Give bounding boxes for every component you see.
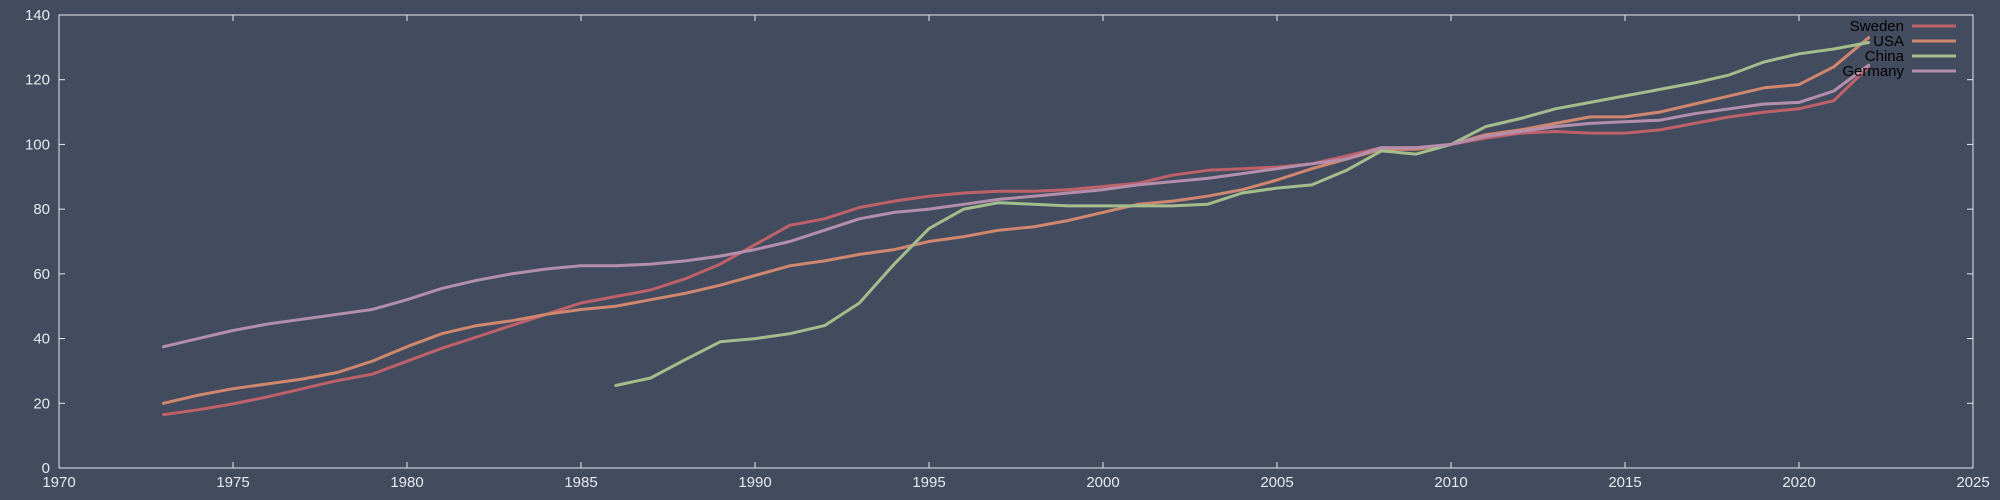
series-line-usa — [161, 36, 1871, 405]
x-tick-label: 2020 — [1782, 474, 1815, 491]
x-tick-label: 1985 — [564, 474, 597, 491]
series-line-china — [614, 41, 1871, 387]
x-tick-label: 1980 — [390, 474, 423, 491]
y-tick-label: 80 — [33, 201, 50, 218]
y-tick-label: 40 — [33, 331, 50, 348]
x-tick-label: 2000 — [1086, 474, 1119, 491]
legend-label-germany: Germany — [1842, 63, 1904, 80]
x-tick-label: 2025 — [1956, 474, 1989, 491]
x-tick-label: 1975 — [216, 474, 249, 491]
legend-label-china: China — [1865, 48, 1905, 65]
plot-area — [58, 14, 1974, 469]
x-tick-label: 1990 — [738, 474, 771, 491]
legend-label-sweden: Sweden — [1850, 18, 1904, 35]
legend-label-usa: USA — [1873, 33, 1904, 50]
y-tick-label: 60 — [33, 266, 50, 283]
series-line-germany — [161, 63, 1871, 349]
x-tick-label: 1970 — [42, 474, 75, 491]
x-tick-label: 1995 — [912, 474, 945, 491]
x-axis: 1970 1975 1980 1985 1990 1995 2000 2005 2010 2015… — [42, 15, 1990, 491]
y-tick-label: 20 — [33, 395, 50, 412]
x-tick-label: 2010 — [1434, 474, 1467, 491]
x-tick-label: 2015 — [1608, 474, 1641, 491]
x-tick-label: 2005 — [1260, 474, 1293, 491]
y-tick-label: 100 — [25, 136, 50, 153]
y-tick-label: 0 — [42, 460, 50, 477]
y-tick-label: 140 — [25, 7, 50, 24]
y-axis: 0 20 40 60 80 100 120 140 — [25, 7, 1973, 477]
series-layer — [161, 36, 1871, 417]
series-line-sweden — [161, 65, 1871, 417]
y-tick-label: 120 — [25, 72, 50, 89]
